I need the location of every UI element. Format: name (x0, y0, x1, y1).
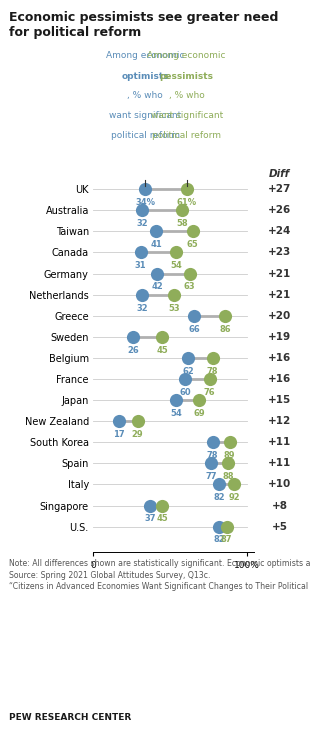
Text: 86: 86 (219, 325, 231, 333)
Text: 60: 60 (179, 388, 191, 397)
Text: 17: 17 (113, 430, 125, 439)
Text: , % who: , % who (169, 91, 205, 100)
Text: +27: +27 (268, 184, 291, 194)
Text: +15: +15 (268, 395, 291, 405)
Text: 54: 54 (170, 262, 182, 270)
Text: +8: +8 (272, 501, 288, 510)
Point (179, 205, 184, 216)
Point (160, 331, 165, 343)
Point (155, 268, 160, 279)
Text: 34%: 34% (135, 198, 155, 207)
Point (186, 352, 191, 364)
Text: 77: 77 (206, 472, 217, 481)
Text: Diff: Diff (269, 170, 290, 179)
Text: 92: 92 (228, 493, 240, 502)
Text: 58: 58 (176, 219, 188, 228)
Text: Economic pessimists see greater need
for political reform: Economic pessimists see greater need for… (9, 11, 279, 39)
Text: 26: 26 (127, 346, 139, 355)
Text: 42: 42 (152, 282, 163, 292)
Point (140, 205, 144, 216)
Point (210, 352, 215, 364)
Point (184, 183, 189, 195)
Text: pessimists: pessimists (160, 72, 214, 80)
Point (197, 394, 202, 406)
Text: 61%: 61% (177, 198, 197, 207)
Text: 89: 89 (224, 451, 235, 460)
Text: +26: +26 (268, 205, 291, 216)
Text: +24: +24 (268, 227, 291, 236)
Point (216, 520, 221, 532)
Text: 29: 29 (132, 430, 143, 439)
Text: +21: +21 (268, 289, 291, 300)
Point (192, 310, 197, 322)
Text: 45: 45 (156, 346, 168, 355)
Point (216, 479, 221, 491)
Point (172, 289, 177, 300)
Point (153, 226, 158, 238)
Point (183, 373, 188, 385)
Text: 45: 45 (156, 515, 168, 523)
Text: 87: 87 (221, 535, 232, 545)
Text: want significant: want significant (109, 111, 181, 120)
Text: +21: +21 (268, 268, 291, 279)
Text: 37: 37 (144, 515, 156, 523)
Text: +16: +16 (268, 353, 291, 363)
Point (207, 373, 212, 385)
Point (187, 268, 192, 279)
Point (131, 331, 135, 343)
Point (227, 436, 232, 448)
Point (160, 500, 165, 512)
Text: +16: +16 (268, 374, 291, 384)
Point (232, 479, 237, 491)
Text: political reform: political reform (111, 131, 180, 140)
Text: PEW RESEARCH CENTER: PEW RESEARCH CENTER (9, 713, 131, 722)
Point (173, 246, 178, 258)
Point (143, 183, 148, 195)
Text: 82: 82 (213, 493, 225, 502)
Point (138, 246, 143, 258)
Text: 78: 78 (207, 367, 219, 376)
Text: 54: 54 (170, 409, 182, 418)
Point (173, 394, 178, 406)
Point (209, 458, 214, 469)
Text: +11: +11 (268, 437, 291, 447)
Text: +12: +12 (268, 416, 291, 426)
Text: 62: 62 (182, 367, 194, 376)
Text: 32: 32 (136, 219, 148, 228)
Text: want significant: want significant (151, 111, 223, 120)
Text: 65: 65 (187, 240, 199, 249)
Text: 78: 78 (207, 451, 219, 460)
Text: 53: 53 (169, 303, 180, 313)
Text: Among economic: Among economic (106, 51, 184, 60)
Text: +5: +5 (272, 522, 288, 531)
Text: 76: 76 (204, 388, 215, 397)
Text: +10: +10 (268, 480, 291, 490)
Text: 41: 41 (150, 240, 162, 249)
Text: Among economic: Among economic (147, 51, 226, 60)
Text: 69: 69 (193, 409, 205, 418)
Point (147, 500, 152, 512)
Text: 31: 31 (135, 262, 146, 270)
Point (190, 226, 195, 238)
Text: 82: 82 (213, 535, 225, 545)
Text: political reform: political reform (152, 131, 221, 140)
Text: +20: +20 (268, 311, 291, 321)
Point (224, 520, 229, 532)
Point (135, 415, 140, 427)
Text: 66: 66 (188, 325, 200, 333)
Text: +19: +19 (268, 332, 291, 342)
Text: +23: +23 (268, 248, 291, 257)
Point (117, 415, 122, 427)
Text: optimists: optimists (122, 72, 169, 80)
Text: 88: 88 (222, 472, 234, 481)
Text: , % who: , % who (127, 91, 163, 100)
Text: +11: +11 (268, 458, 291, 469)
Text: Note: All differences shown are statistically significant. Economic optimists ar: Note: All differences shown are statisti… (9, 559, 310, 591)
Point (223, 310, 228, 322)
Text: 63: 63 (184, 282, 196, 292)
Point (226, 458, 231, 469)
Point (140, 289, 144, 300)
Text: 32: 32 (136, 303, 148, 313)
Point (210, 436, 215, 448)
